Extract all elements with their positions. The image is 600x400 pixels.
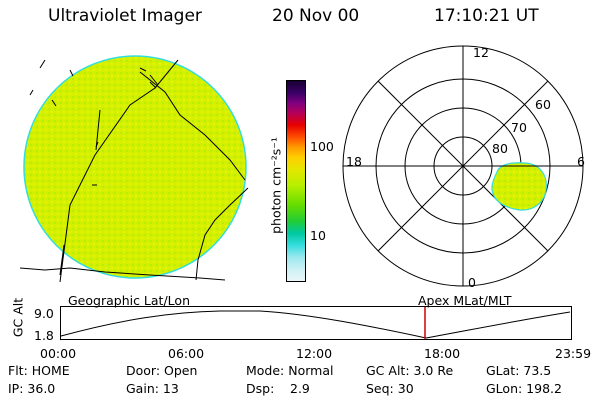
- timeline-right-label: Apex MLat/MLT: [418, 293, 512, 308]
- timeline-x-tick-1200: 12:00: [296, 346, 333, 361]
- colorbar-tick-10: 10: [310, 228, 326, 243]
- door-status: Door: Open: [126, 363, 198, 378]
- timeline-x-tick-1800: 18:00: [424, 346, 461, 361]
- polar-uv-patch: [491, 162, 547, 211]
- colorbar-tick-100: 100: [310, 139, 334, 154]
- mlt-label-12: 12: [473, 45, 489, 60]
- timeline-x-tick-2359: 23:59: [555, 346, 592, 361]
- timeline-x-tick-0600: 06:00: [168, 346, 205, 361]
- gc-alt-value: GC Alt: 3.0 Re: [366, 363, 454, 378]
- lat-label-60: 60: [535, 97, 551, 112]
- timeline-y-tick-9: 9.0: [34, 306, 54, 321]
- flight-status: Flt: HOME: [8, 363, 70, 378]
- timeline-y-axis-label: GC Alt: [10, 297, 26, 338]
- timeline-frame: [60, 306, 572, 340]
- date-label: 20 Nov 00: [272, 6, 360, 26]
- altitude-timeline: [60, 306, 572, 340]
- seq-value: Seq: 30: [366, 381, 414, 396]
- timeline-y-tick-1-8: 1.8: [34, 328, 54, 343]
- app-title: Ultraviolet Imager: [48, 6, 202, 26]
- colorbar-unit-label: photon cm⁻²s⁻¹: [268, 137, 284, 234]
- lat-label-70: 70: [511, 120, 527, 135]
- mlt-label-18: 18: [346, 154, 362, 169]
- mlt-label-6: 6: [577, 154, 585, 169]
- gain-value: Gain: 13: [126, 381, 179, 396]
- mode-value: Mode: Normal: [246, 363, 334, 378]
- polar-diag-2: [377, 80, 549, 252]
- color-scale-bar: [286, 80, 306, 282]
- time-label: 17:10:21 UT: [434, 6, 539, 26]
- glat-value: GLat: 73.5: [486, 363, 552, 378]
- mlt-label-0: 0: [468, 275, 476, 290]
- polar-plot: [342, 45, 584, 287]
- ip-value: IP: 36.0: [8, 381, 56, 396]
- altitude-curve: [60, 310, 571, 339]
- uv-image-disk: [23, 55, 247, 279]
- timeline-left-label: Geographic Lat/Lon: [68, 293, 190, 308]
- coast-fragments: [29, 59, 157, 186]
- geographic-image-panel: [19, 55, 249, 283]
- dsp-label: Dsp:: [246, 381, 275, 396]
- coastline: [19, 59, 249, 283]
- glon-value: GLon: 198.2: [486, 381, 562, 396]
- lat-label-80: 80: [492, 141, 508, 156]
- timeline-x-tick-0000: 00:00: [40, 346, 77, 361]
- dsp-value: 2.9: [290, 381, 310, 396]
